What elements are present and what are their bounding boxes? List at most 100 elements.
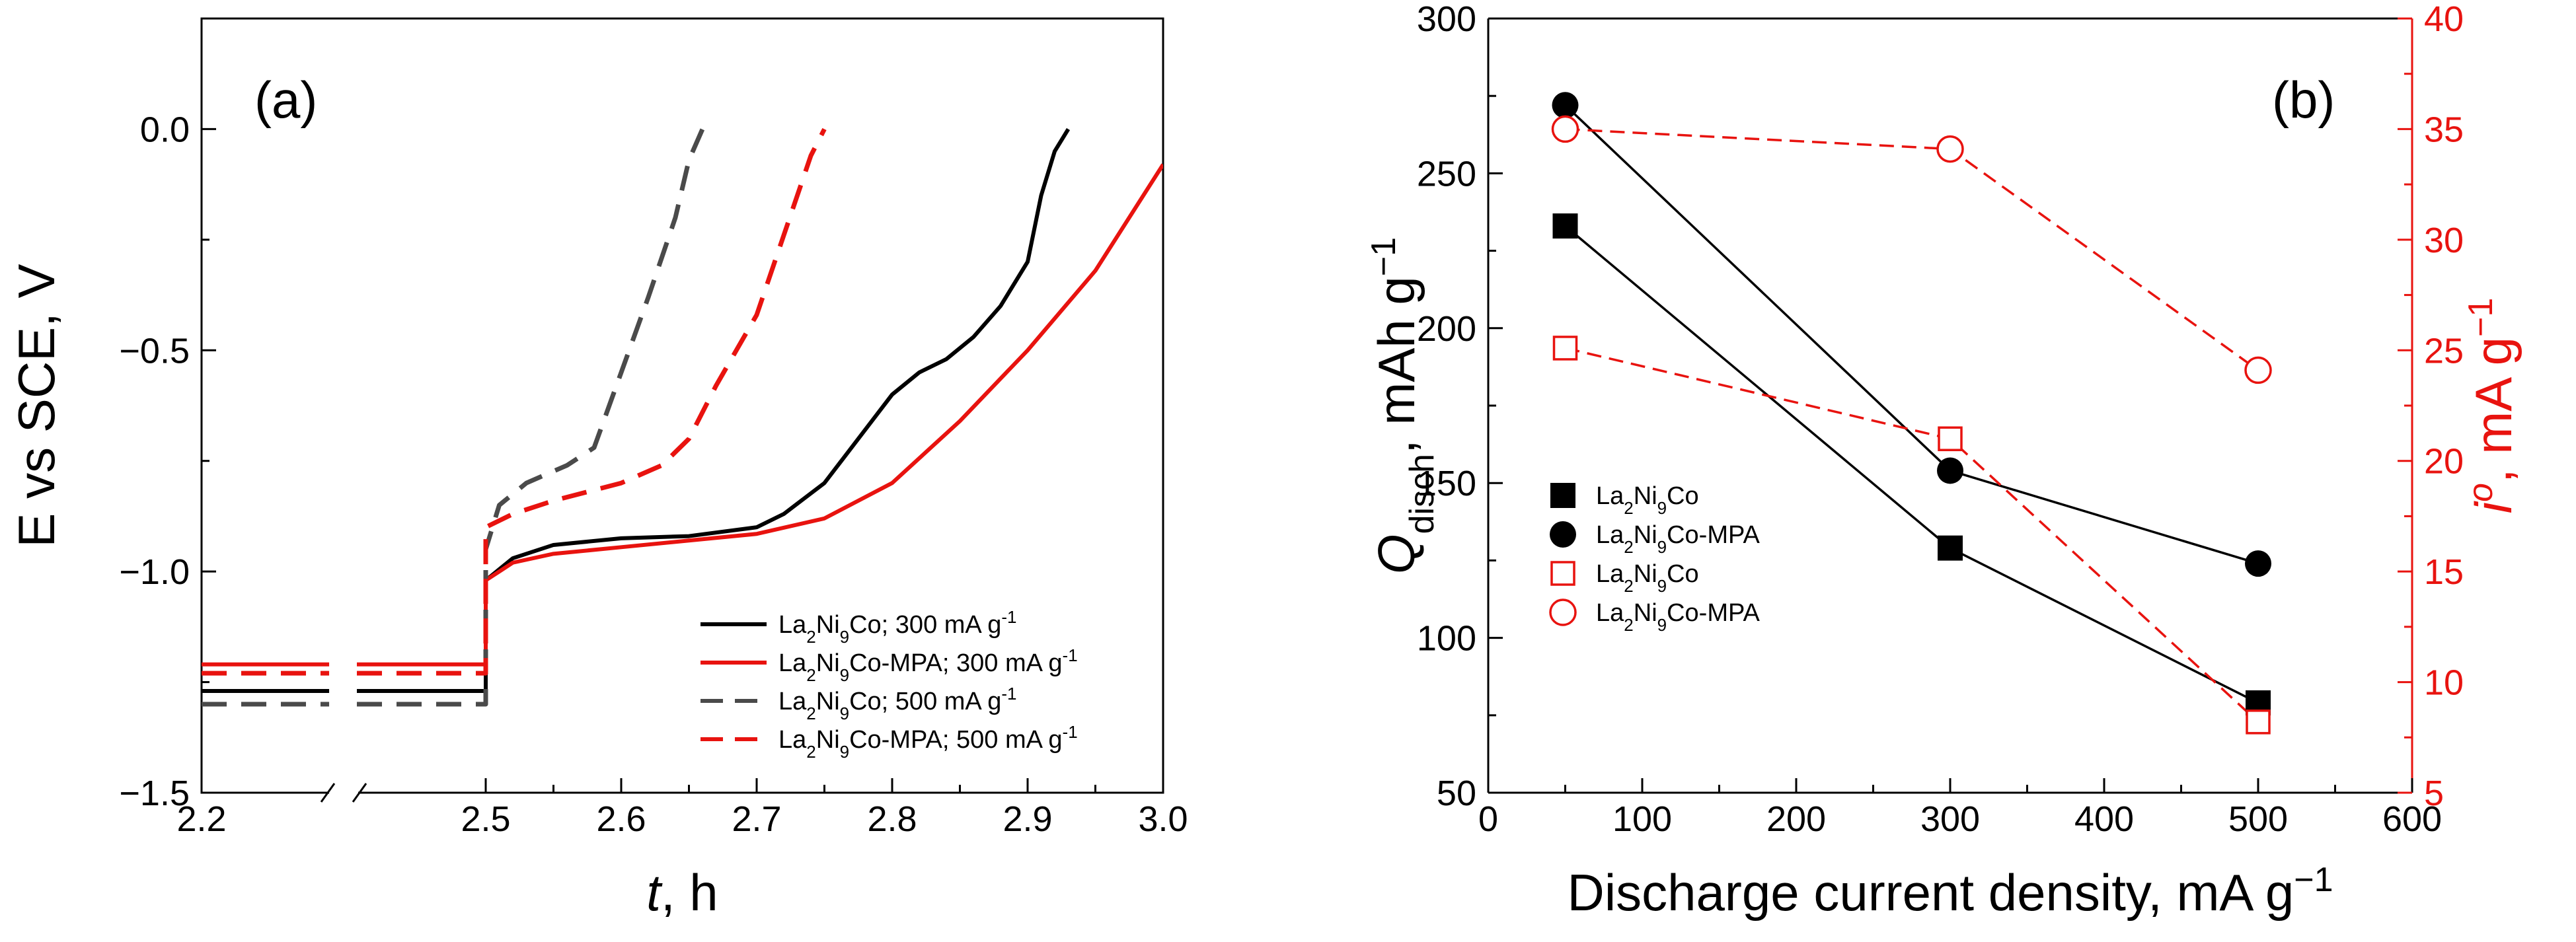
x-tick-label-b: 300 <box>1920 799 1980 839</box>
legend-a-label-3-sub: 2 <box>806 742 815 762</box>
legend-a-label-2-part: Co; 500 mA g <box>849 688 1001 715</box>
x-tick-label-a: 2.7 <box>732 799 781 839</box>
series-b-1-point <box>1552 92 1579 119</box>
legend-a-label-2-part: La <box>778 688 807 715</box>
y-tick-label-a: −1.5 <box>119 774 190 813</box>
series-a-2-line-1 <box>357 128 705 707</box>
legend-b-label-0-sub: 2 <box>1624 498 1633 518</box>
x-tick-label-b: 400 <box>2074 799 2134 839</box>
x-axis-title-a-italic: t <box>646 863 663 922</box>
legend-a-label-1-part: Ni <box>816 649 840 677</box>
y-right-tick-label-b: 25 <box>2424 331 2464 371</box>
y-left-title-sub: disch <box>1403 454 1441 534</box>
legend-b-label-2-part: La <box>1596 560 1624 588</box>
legend-a-label-2-sub: 9 <box>840 704 849 723</box>
legend-a-label-3: La2Ni9Co-MPA; 500 mA g-1 <box>778 722 1078 762</box>
series-a-1-line-1 <box>357 163 1163 667</box>
panel-b: 0 100 200 300 400 500 600 50 100 150 200 250 300 5 10 1… <box>1365 0 2522 922</box>
y-left-tick-label-b: 250 <box>1417 154 1476 194</box>
legend-b-label-2-part: Ni <box>1634 560 1657 588</box>
legend-b-label-1-part: Co-MPA <box>1667 521 1760 549</box>
y-right-tick-label-b: 30 <box>2424 221 2464 260</box>
y-right-tick-label-b: 15 <box>2424 552 2464 592</box>
y-right-tick-label-b: 10 <box>2424 663 2464 703</box>
y-axis-title-b-right: io, mA g−1 <box>2462 298 2522 514</box>
series-b-3-line <box>1565 127 2259 371</box>
series-b-2-point <box>2246 709 2271 735</box>
x-tick-label-a: 3.0 <box>1138 799 1188 839</box>
y-left-tick-label-b: 300 <box>1417 0 1476 39</box>
legend-a-label-1: La2Ni9Co-MPA; 300 mA g-1 <box>778 645 1078 685</box>
x-tick-label-b: 100 <box>1612 799 1672 839</box>
legend-a-label-1-sup: -1 <box>1063 645 1078 665</box>
y-axis-title-a: E vs SCE, V <box>7 264 65 547</box>
legend-a-label-0-sub: 2 <box>806 627 815 647</box>
series-b-2-point <box>1938 426 1963 451</box>
legend-a-label-1-sub: 2 <box>806 665 815 685</box>
series-b-0-point <box>1552 213 1578 239</box>
series-b-0-line <box>1564 225 2259 704</box>
legend-a-label-3-part: Co-MPA; 500 mA g <box>849 726 1062 754</box>
legend-b-label-3-part: La <box>1596 599 1624 627</box>
legend-b-marker-3 <box>1549 598 1577 626</box>
x-axis-title-b: Discharge current density, mA g−1 <box>1568 861 2333 922</box>
y-left-tick-label-b: 200 <box>1417 309 1476 349</box>
y-left-tick-label-b: 50 <box>1437 774 1476 813</box>
series-b-1-point <box>2245 550 2271 577</box>
legend-a-label-0: La2Ni9Co; 300 mA g-1 <box>778 607 1016 647</box>
y-axis-title-b-left: Qdisch, mAh g−1 <box>1365 237 1441 574</box>
legend-a-label-0-sup: -1 <box>1001 607 1016 627</box>
legend-b-label-2-part: Co <box>1667 560 1699 588</box>
legend-b-label-3-sub: 2 <box>1624 615 1633 635</box>
legend-a-label-3-sup: -1 <box>1063 722 1078 742</box>
y-right-title-unit: , mA g <box>2464 337 2522 483</box>
y-right-tick-label-b: 35 <box>2424 110 2464 149</box>
legend-b-label-0-part: Ni <box>1634 482 1657 510</box>
x-tick-label-a: 2.5 <box>461 799 510 839</box>
x-tick-label-b: 200 <box>1766 799 1826 839</box>
y-left-title-sup: −1 <box>1365 237 1403 276</box>
legend-b-marker-0 <box>1550 483 1575 508</box>
x-tick-label-a: 2.6 <box>596 799 646 839</box>
x-axis-title-b-text: Discharge current density, mA g <box>1568 863 2294 922</box>
y-left-tick-label-b: 150 <box>1417 464 1476 503</box>
y-left-title-unit: , mAh g <box>1367 276 1425 454</box>
x-axis-title-a-rest: , h <box>661 863 718 922</box>
y-right-title-sup-o: o <box>2462 483 2500 502</box>
legend-a-label-3-part: La <box>778 726 807 754</box>
x-axis-title-b-sup: −1 <box>2294 861 2333 899</box>
x-tick-label-b: 0 <box>1478 799 1498 839</box>
legend-a-label-3-sub: 9 <box>840 742 849 762</box>
panel-a: 2.2 2.5 2.6 2.7 2.8 2.9 3.0 −1.5 −1.0 −0.5 0.0 t, h… <box>7 17 1188 922</box>
y-right-title-sup: −1 <box>2462 298 2500 337</box>
legend-a-label-2-part: Ni <box>816 688 840 715</box>
x-axis-title-a: t, h <box>646 863 718 922</box>
legend-a-label-0-sub: 9 <box>840 627 849 647</box>
legend-a-label-0-part: La <box>778 611 807 639</box>
legend-a-label-2-sup: -1 <box>1001 684 1016 704</box>
axis-break-mark-2 <box>352 783 367 803</box>
y-right-tick-label-b: 5 <box>2424 774 2444 813</box>
panel-a-frame <box>200 17 1164 794</box>
legend-b-label-0-part: Co <box>1667 482 1699 510</box>
legend-a-label-1-part: La <box>778 649 807 677</box>
series-b-3-point <box>1551 115 1579 143</box>
x-tick-label-a: 2.9 <box>1003 799 1052 839</box>
legend-b-label-3-sub: 9 <box>1657 615 1667 635</box>
legend-b-label-2-sub: 2 <box>1624 576 1633 596</box>
y-left-tick-label-b: 100 <box>1417 619 1476 659</box>
legend-b-label-3-part: Ni <box>1634 599 1657 627</box>
y-right-title-i: i <box>2464 500 2522 513</box>
legend-b-label-2: La2Ni9Co <box>1596 560 1699 596</box>
x-tick-label-b: 600 <box>2382 799 2442 839</box>
legend-a-label-2-sub: 2 <box>806 704 815 723</box>
legend-b-label-1-sub: 2 <box>1624 537 1633 557</box>
legend-a-label-1-part: Co-MPA; 300 mA g <box>849 649 1062 677</box>
y-tick-label-a: −1.0 <box>119 552 190 592</box>
legend-b-label-1-sub: 9 <box>1657 537 1667 557</box>
series-b-2-point <box>1552 336 1578 361</box>
x-tick-label-a: 2.8 <box>867 799 917 839</box>
legend-b-marker-2 <box>1550 561 1575 586</box>
series-b-3-point <box>1936 135 1964 163</box>
